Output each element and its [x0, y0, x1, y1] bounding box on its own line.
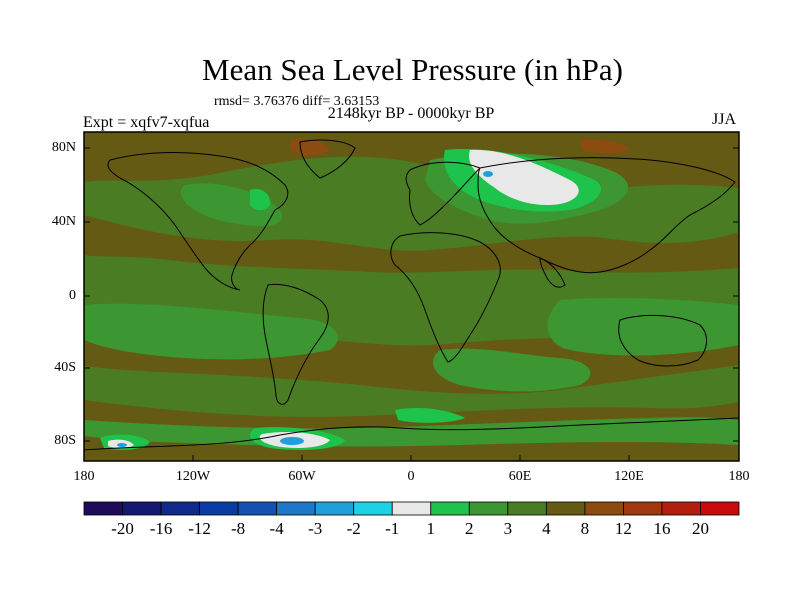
field-patch-green: [432, 348, 591, 392]
lon-label: 60E: [508, 469, 532, 484]
field-patch-bright-green: [395, 407, 465, 423]
coastline-australia: [618, 314, 707, 367]
colorbar-swatch: [83, 501, 123, 516]
coastlines: [84, 139, 739, 451]
colorbar-swatch: [353, 501, 393, 516]
lon-label: 0: [407, 469, 415, 484]
field-patch-green: [180, 183, 283, 227]
field-patch-brown: [84, 215, 739, 273]
colorbar-swatch: [700, 501, 740, 516]
colorbar-label: -1: [385, 519, 400, 538]
colorbar-swatch: [276, 501, 316, 516]
coastline-north-america: [107, 152, 289, 291]
colorbar-swatch: [237, 501, 278, 516]
season-label: JJA: [712, 111, 737, 128]
stats-line: rmsd= 3.76376 diff= 3.63153: [214, 94, 380, 109]
colorbar-swatch: [199, 501, 239, 516]
chart-title: Mean Sea Level Pressure (in hPa): [202, 52, 623, 87]
field-patch-green: [84, 417, 739, 447]
lat-label: 80S: [54, 433, 76, 448]
colorbar-label: 20: [691, 519, 709, 538]
lon-label: 60W: [288, 469, 316, 484]
coastline-south-america: [262, 283, 329, 405]
field-patch-red-brown: [580, 139, 630, 154]
field-patch-cyan: [483, 171, 493, 177]
time-subtitle: 2148kyr BP - 0000kyr BP: [327, 105, 495, 122]
colorbar-label: -8: [231, 519, 246, 538]
field-patch-cyan: [117, 443, 127, 447]
colorbar-label: -20: [111, 519, 134, 538]
colorbar-label: 4: [542, 519, 551, 538]
field-patch-bright-green: [250, 189, 271, 211]
colorbar-label: -12: [188, 519, 211, 538]
lon-label: 180: [73, 469, 95, 484]
lat-label: 40S: [54, 360, 76, 375]
colorbar-label: 8: [580, 519, 590, 538]
lon-label: 120W: [175, 469, 211, 484]
field-patch-green: [547, 297, 739, 356]
coastline-india: [539, 257, 566, 288]
field-patch-green: [84, 303, 339, 360]
colorbar-swatch: [623, 501, 663, 516]
colorbar-swatch: [391, 501, 432, 516]
coastline-europe: [405, 161, 481, 226]
colorbar: [83, 501, 740, 516]
colorbar-swatch: [545, 501, 586, 516]
colorbar-swatch: [430, 501, 470, 516]
colorbar-label: 12: [614, 519, 632, 538]
axis-ticks: [83, 147, 740, 461]
colorbar-swatch: [507, 501, 547, 516]
lat-label: 80N: [51, 140, 76, 155]
coastline-asia: [477, 157, 736, 274]
colorbar-label: 3: [503, 519, 513, 538]
coastline-africa: [390, 232, 501, 363]
lon-label: 180: [728, 469, 750, 484]
pressure-field: [84, 132, 739, 461]
field-patch-cyan: [280, 437, 304, 445]
colorbar-label: -4: [269, 519, 284, 538]
colorbar-swatch: [584, 501, 624, 516]
colorbar-label: 1: [426, 519, 436, 538]
coastline-greenland: [299, 139, 356, 179]
colorbar-label: -16: [149, 519, 173, 538]
lon-label: 120E: [614, 469, 644, 484]
lat-label: 0: [69, 288, 76, 303]
field-patch-near-zero: [469, 149, 579, 206]
experiment-label: Expt = xqfv7-xqfua: [83, 114, 210, 131]
colorbar-swatch: [160, 501, 200, 516]
colorbar-swatch: [122, 501, 162, 516]
lat-label: 40N: [51, 214, 76, 229]
colorbar-swatch: [661, 501, 701, 516]
colorbar-label: -2: [346, 519, 361, 538]
colorbar-label: 16: [653, 519, 671, 538]
coastline-antarctica: [84, 417, 739, 451]
colorbar-label: 2: [465, 519, 474, 538]
colorbar-swatch: [314, 501, 355, 516]
colorbar-label: -3: [308, 519, 323, 538]
colorbar-swatch: [468, 501, 509, 516]
